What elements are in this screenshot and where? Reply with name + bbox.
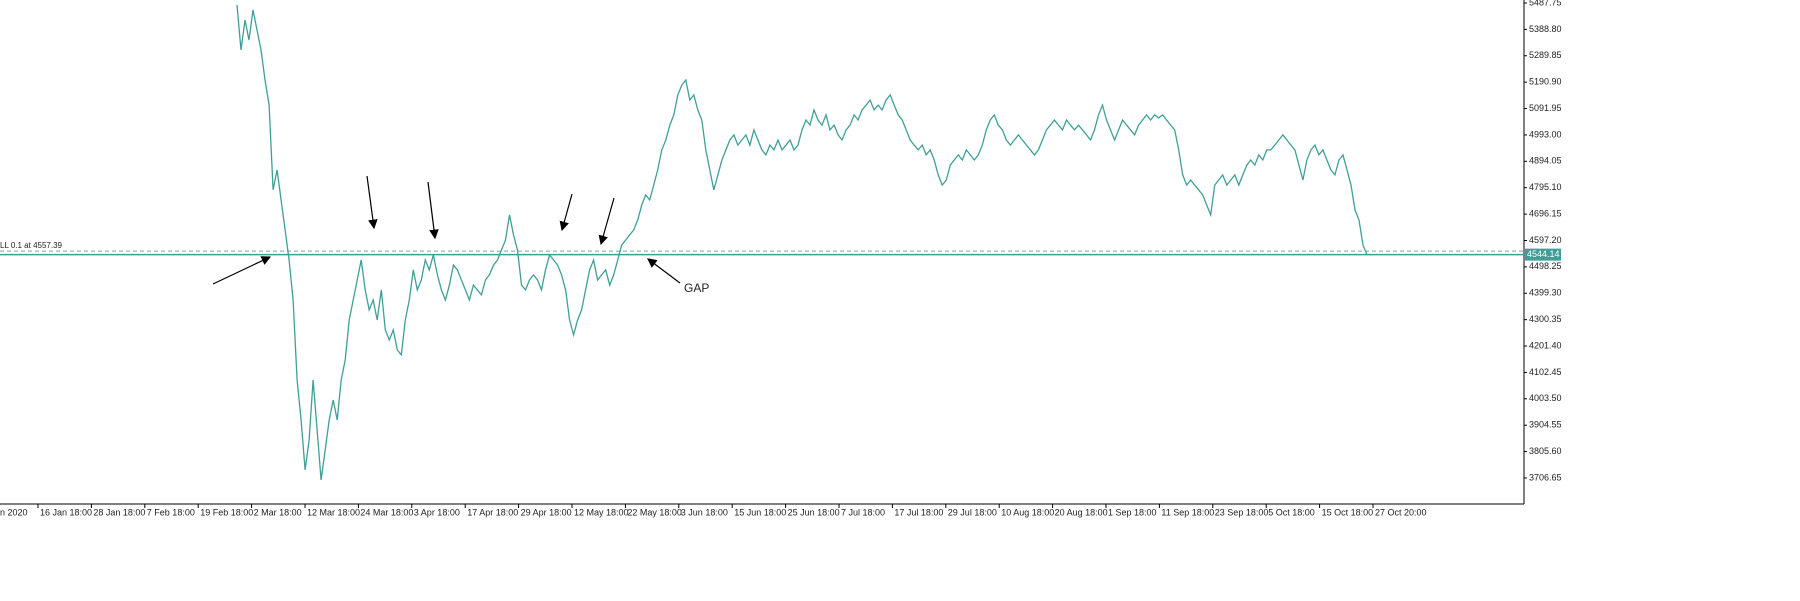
y-tick-label: 4597.20 <box>1529 235 1562 245</box>
annotation: GAP <box>684 281 709 295</box>
y-tick-label: 5289.85 <box>1529 50 1562 60</box>
y-tick-label: 3706.65 <box>1529 472 1562 482</box>
y-tick-label: 5091.95 <box>1529 103 1562 113</box>
y-tick-label: 4696.15 <box>1529 208 1562 218</box>
x-tick-label: 22 May 18:00 <box>627 507 682 517</box>
x-tick-label: 11 Sep 18:00 <box>1161 507 1214 517</box>
x-tick-label: 20 Aug 18:00 <box>1055 507 1108 517</box>
x-tick-label: 27 Oct 20:00 <box>1375 507 1427 517</box>
x-tick-label: 29 Jul 18:00 <box>948 507 997 517</box>
price-label-box <box>1525 248 1561 261</box>
y-tick-label: 3904.55 <box>1529 420 1562 430</box>
y-tick-label: 4300.35 <box>1529 314 1562 324</box>
x-tick-label: 15 Oct 18:00 <box>1322 507 1374 517</box>
y-tick-label: 4993.00 <box>1529 129 1562 139</box>
x-tick-label: 5 Oct 18:00 <box>1268 507 1315 517</box>
y-tick-label: 5487.75 <box>1529 0 1562 7</box>
x-tick-label: 7 Jul 18:00 <box>841 507 885 517</box>
price-line-series <box>236 5 1368 481</box>
x-tick-label: 19 Feb 18:00 <box>200 507 253 517</box>
x-tick-label: 3 Jun 18:00 <box>681 507 728 517</box>
x-tick-label: 23 Sep 18:00 <box>1215 507 1269 517</box>
y-tick-label: 4003.50 <box>1529 393 1562 403</box>
x-tick-label: 3 Apr 18:00 <box>414 507 460 517</box>
x-tick-label: 29 Apr 18:00 <box>521 507 572 517</box>
x-tick-label: 12 May 18:00 <box>574 507 629 517</box>
y-tick-label: 5388.80 <box>1529 24 1562 34</box>
y-tick-label: 4102.45 <box>1529 367 1562 377</box>
x-tick-label: 28 Jan 18:00 <box>93 507 145 517</box>
x-tick-label: 15 Jun 18:00 <box>734 507 786 517</box>
x-tick-label: 2 Mar 18:00 <box>254 507 302 517</box>
x-tick-label: 7 Feb 18:00 <box>147 507 195 517</box>
price-label: 4544.14 <box>1527 249 1560 259</box>
order-label: LL 0.1 at 4557.39 <box>0 241 63 250</box>
x-tick-label: 25 Jun 18:00 <box>788 507 840 517</box>
y-tick-label: 5190.90 <box>1529 77 1562 87</box>
y-tick-label: 4894.05 <box>1529 156 1562 166</box>
x-tick-label: 24 Mar 18:00 <box>360 507 413 517</box>
annotation-arrows <box>212 175 681 285</box>
y-tick-label: 4201.40 <box>1529 340 1562 350</box>
x-tick-label: 12 Mar 18:00 <box>307 507 360 517</box>
x-tick-label: 17 Apr 18:00 <box>467 507 518 517</box>
x-tick-label: 10 Aug 18:00 <box>1001 507 1054 517</box>
y-tick-label: 4795.10 <box>1529 182 1562 192</box>
y-tick-label: 3805.60 <box>1529 446 1562 456</box>
x-tick-label: 1 Sep 18:00 <box>1108 507 1157 517</box>
x-tick-label: 16 Jan 18:00 <box>40 507 92 517</box>
y-tick-label: 4399.30 <box>1529 288 1562 298</box>
x-tick-label: 17 Jul 18:00 <box>894 507 943 517</box>
y-tick-label: 4498.25 <box>1529 261 1562 271</box>
x-tick-label: n 2020 <box>0 507 28 517</box>
